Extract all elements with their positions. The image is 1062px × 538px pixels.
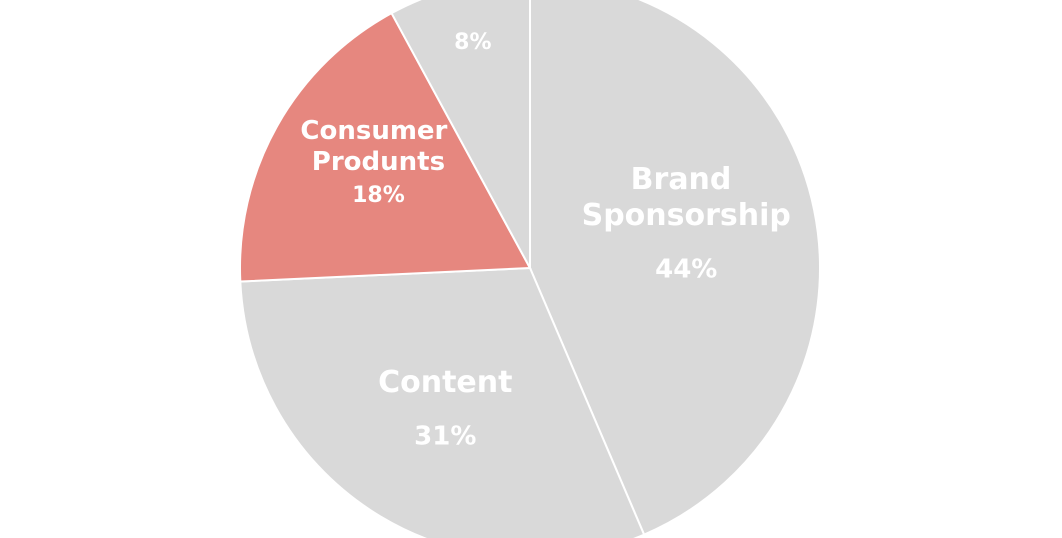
- slice-label: Content: [378, 365, 512, 400]
- pie-slice: [529, 0, 821, 536]
- pie-slice: [239, 266, 646, 538]
- slice-label: Consumer Produnts: [300, 115, 456, 176]
- pie-slice: [239, 11, 532, 283]
- slice-label-line: Content: [378, 365, 512, 400]
- slice-label-line: Sponsorship: [582, 197, 791, 232]
- slice-label-line: Consumer: [300, 115, 456, 145]
- value-label: 31%: [414, 422, 476, 452]
- value-label: 18%: [352, 183, 405, 208]
- value-label: 8%: [454, 30, 491, 55]
- value-label: 44%: [655, 254, 717, 284]
- slice-label: Brand Sponsorship: [582, 161, 791, 232]
- pie-slice: [390, 0, 531, 269]
- slice-label-line: Produnts: [312, 147, 445, 177]
- slice-label-line: Brand: [631, 161, 742, 196]
